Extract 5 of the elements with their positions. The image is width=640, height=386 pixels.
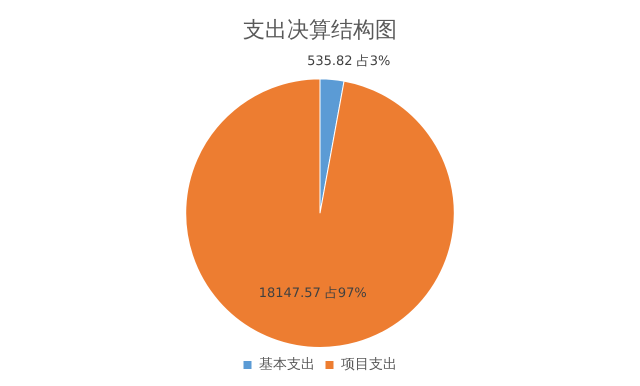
data-label: 18147.57 占97% bbox=[258, 286, 367, 301]
chart-title: 支出决算结构图 bbox=[243, 18, 397, 43]
legend-label: 基本支出 bbox=[259, 356, 315, 373]
data-label: 535.82 占3% bbox=[307, 54, 390, 69]
legend-label: 项目支出 bbox=[341, 356, 397, 373]
